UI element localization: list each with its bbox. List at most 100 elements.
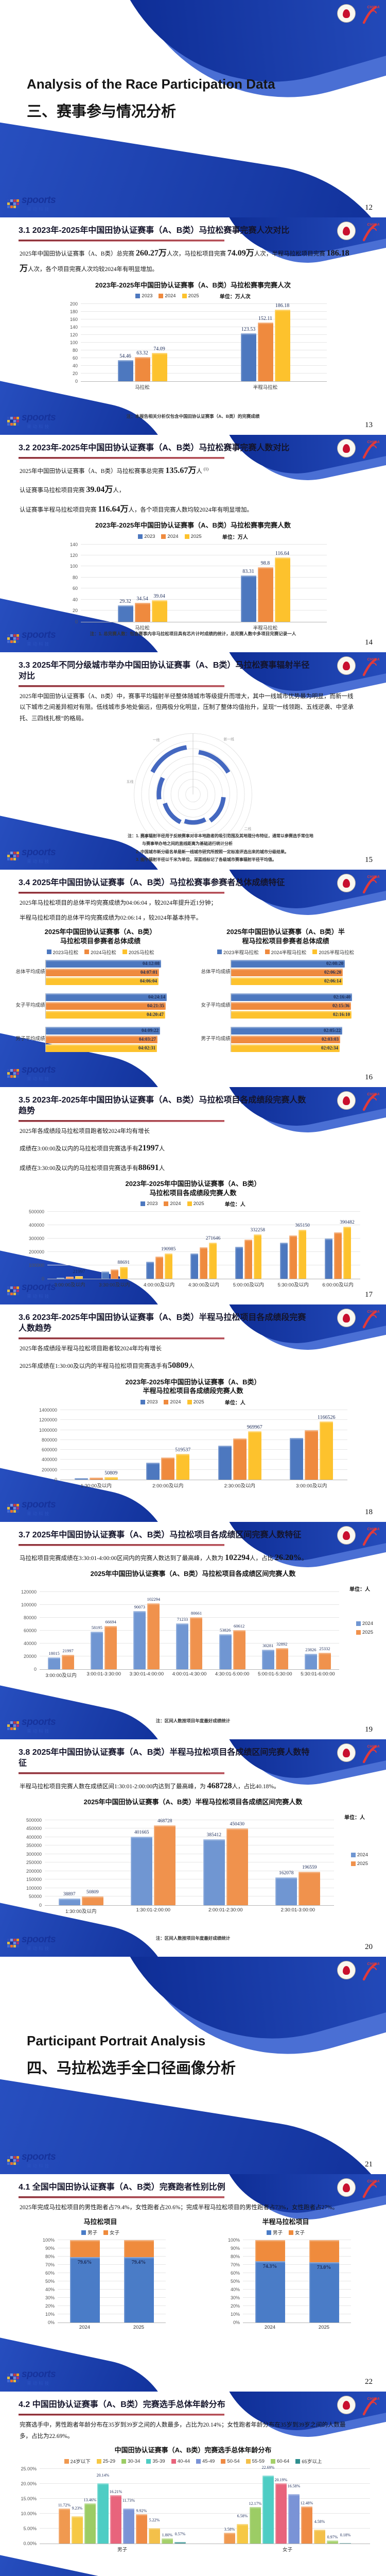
- body-paragraph: 马拉松项目完赛成绩在3:30:01-4:00:00区间内的完赛人数达到了最高峰，…: [20, 1550, 355, 1566]
- bar: 32892: [275, 1641, 288, 1669]
- stacked-bar: 73.0%: [309, 2240, 339, 2323]
- chart-title: 马拉松项目各成绩段完赛人数: [149, 1189, 237, 1197]
- bar-groups: 54.46 63.32 74.09 马拉松 123.53 152.11 186.18 半程马拉…: [81, 303, 327, 391]
- brand-pixel-icon: [7, 199, 19, 208]
- highlighted-number: 135.67万: [165, 466, 197, 475]
- bar-group: 58195 66694 3:00:01-3:30:00: [86, 1592, 121, 1676]
- highlighted-number: 468728: [207, 1781, 232, 1790]
- content-slide: CHINA 4.2 中国田协认证赛事（A、B类）完赛选手总体年龄分布 完赛选手中…: [0, 2392, 386, 2576]
- bar: 519537: [175, 1447, 190, 1480]
- brand-name: spoorts: [22, 2151, 56, 2162]
- legend-swatch: [171, 2459, 176, 2464]
- svg-text:二线: 二线: [244, 826, 252, 831]
- text-segment: 人: [188, 1363, 195, 1370]
- brand-pixel: [7, 1939, 10, 1941]
- brand-text: spoorts 果动科技: [22, 2152, 56, 2169]
- legend-item: 2025: [356, 1630, 373, 1635]
- header-logos: CHINA: [337, 222, 380, 242]
- brand-pixel: [16, 420, 19, 422]
- y-tick-label: 60: [72, 586, 78, 591]
- text-segment: 人: [196, 468, 204, 474]
- brand-pixel: [13, 1942, 16, 1944]
- bars: 73.0%: [309, 2240, 339, 2323]
- legend-label: 2024: [165, 293, 176, 299]
- footer-brand: spoorts 果动科技: [7, 2152, 56, 2169]
- bar: 9.92%: [136, 2509, 147, 2544]
- gridline: [60, 1419, 347, 1420]
- page-number: 14: [365, 638, 373, 647]
- china-athletics-logo-icon: CHINA: [359, 4, 380, 25]
- bar: [89, 1477, 103, 1480]
- y-tick-label: 100000: [26, 1885, 42, 1891]
- brand-pixel: [16, 202, 19, 205]
- brand-pixel: [7, 2377, 10, 2379]
- body-text: 2025年各成绩段半程马拉松项目跑者较2024年均有增长 2025年成绩在1:30…: [20, 1344, 355, 1374]
- legend-label: 2025马拉松: [128, 950, 154, 956]
- footnote-list: 注：1. 赛事辐射半径用于反映赛事对非本地跑者的吸引范围及其地理分布特征，通常以…: [128, 832, 375, 863]
- bars: 401665 468728: [131, 1819, 176, 1905]
- seal-emblem-icon: [343, 2183, 350, 2192]
- header-logos: CHINA: [337, 439, 380, 460]
- radial-radius-chart: 一线新一线二线三线四线五线: [118, 728, 268, 858]
- text-segment: 人次，各个项目完赛人次均较2024年有明显增加。: [28, 266, 159, 273]
- bar: 186.18: [274, 303, 290, 382]
- y-tick-label: 40: [72, 363, 78, 369]
- legend-label: 女子: [110, 2230, 120, 2236]
- brand-pixel: [7, 2159, 10, 2162]
- svg-text:四线: 四线: [141, 835, 148, 839]
- text-segment: 认证赛事半程马拉松项目完赛: [20, 506, 98, 513]
- bar: [101, 1272, 109, 1279]
- brand-pixel: [10, 852, 13, 854]
- brand-pixel: [16, 206, 19, 208]
- legend-item: 2024: [350, 1852, 368, 1858]
- bar: 3.58%: [224, 2527, 235, 2544]
- legend-label: 2025: [193, 1201, 204, 1207]
- highlighted-number: 39.04万: [86, 485, 113, 495]
- bar-group: 519537 2:00:00及以内: [146, 1410, 190, 1489]
- bar: 11.73%: [122, 2498, 135, 2544]
- legend-swatch: [103, 2230, 108, 2235]
- category-label: 2:30:00及以内: [224, 1483, 255, 1489]
- bar-group: 271646 4:30:00及以内: [188, 1212, 220, 1289]
- y-tick-label: 500000: [26, 1817, 42, 1823]
- bar-group: 30281 32892 5:00:01-5:30:00: [258, 1592, 292, 1677]
- chart-title: 2025年中国田协认证赛事（A、B类）半: [226, 928, 345, 936]
- brand-pixel: [13, 1504, 16, 1506]
- brand-pixel-icon: [7, 1069, 19, 1078]
- age-distribution-chart: 中国田协认证赛事（A、B类）完赛选手总体年龄分布 24岁以下 25-29 30-34 3…: [13, 2446, 373, 2555]
- text-segment: 2025年中国田协认证赛事（A、B类）总完赛: [20, 250, 136, 257]
- text-segment: 2025年完成马拉松项目的男性跑者占79.4%，女性跑者占20.6%；完成半程马…: [20, 2204, 339, 2211]
- brand-name: spoorts: [22, 630, 56, 640]
- brand-pixel: [10, 1504, 13, 1506]
- y-tick-label: 80: [72, 574, 78, 580]
- bar: 34.54: [134, 596, 150, 622]
- brand-pixel: [16, 852, 19, 854]
- content-slide: CHINA 4.1 全国中国田协认证赛事（A、B类）完赛跑者性别比例 2025年…: [0, 2174, 386, 2392]
- brand-pixel: [10, 640, 13, 643]
- gridline: [60, 1449, 347, 1450]
- china-logo-text: CHINA: [367, 223, 380, 227]
- bar: [289, 1235, 297, 1279]
- plot-grid: 0 100000 200000 300000 400000 500000 21997 3:00…: [29, 1209, 360, 1289]
- bar: 53826: [219, 1628, 232, 1669]
- category-label: 女子: [282, 2547, 293, 2553]
- body-paragraph: 成绩在3:30:00及以内的马拉松项目完赛选手有88691人: [20, 1160, 355, 1176]
- bar-value-label: 5.22%: [149, 2517, 160, 2522]
- legend-item: 40-44: [171, 2459, 190, 2464]
- brand-pixel: [16, 1721, 19, 1724]
- category-label: 1:30:00及以内: [65, 1908, 97, 1914]
- bar: 1166526: [318, 1415, 336, 1480]
- legend-swatch: [84, 950, 90, 955]
- plot-grid: 0% 10% 20% 30% 40% 50% 60% 70% 80% 90% 100% 79.6% 20…: [43, 2238, 166, 2330]
- legend-item: 2024: [164, 1201, 181, 1207]
- bar: 63.32: [134, 350, 150, 382]
- gridline: [40, 1604, 339, 1605]
- y-tick-label: 60%: [45, 2270, 55, 2276]
- brand-pixel-icon: [7, 1721, 19, 1730]
- brand-text: spoorts 果动科技: [22, 1282, 56, 1299]
- text-segment: 马拉松项目完赛成绩在3:30:01-4:00:00区间内的完赛人数达到了最高峰，…: [20, 1555, 225, 1562]
- brand-pixel: [10, 2374, 13, 2376]
- time-value-label: 04:09:22: [142, 1028, 159, 1033]
- row-label: 女子平均成绩: [15, 1002, 45, 1008]
- text-segment: 2025年中国田协认证赛事（A、B类）马拉松赛事总完赛: [20, 468, 166, 474]
